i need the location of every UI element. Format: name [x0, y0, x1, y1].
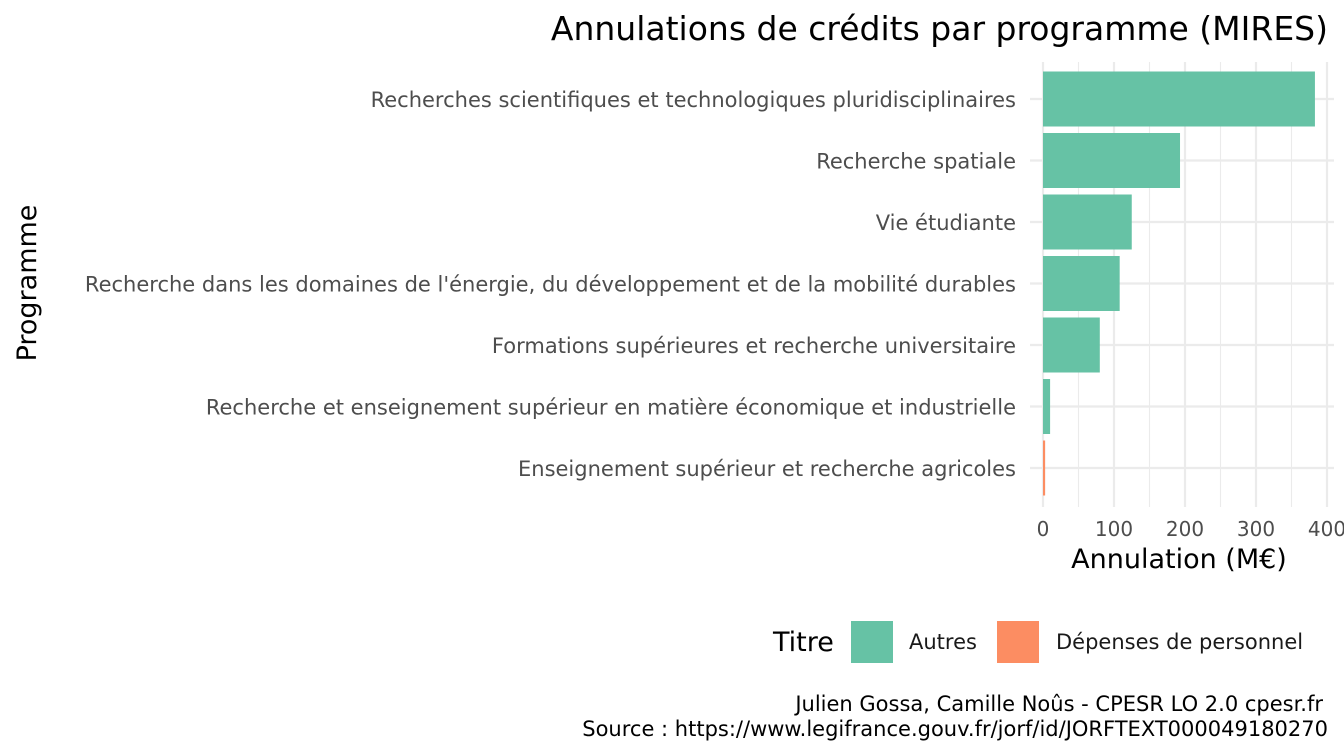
caption-source: Source : https://www.legifrance.gouv.fr/… [582, 717, 1328, 741]
x-tick-label: 100 [1095, 517, 1133, 541]
bar [1043, 440, 1046, 496]
category-label: Recherche spatiale [816, 150, 1016, 174]
legend-swatch-autres [851, 621, 893, 663]
category-label: Formations supérieures et recherche univ… [492, 334, 1016, 358]
legend-title: Titre [772, 627, 834, 658]
bar [1043, 71, 1315, 127]
category-label: Recherches scientifiques et technologiqu… [371, 88, 1016, 112]
bars [1043, 71, 1315, 496]
category-label: Recherche dans les domaines de l'énergie… [85, 273, 1016, 297]
category-label: Vie étudiante [876, 211, 1016, 235]
x-tick-label: 300 [1237, 517, 1275, 541]
bar [1043, 194, 1132, 250]
chart-title: Annulations de crédits par programme (MI… [551, 9, 1328, 48]
legend-label-depenses-personnel: Dépenses de personnel [1056, 630, 1303, 654]
bar [1043, 256, 1120, 311]
bar [1043, 317, 1100, 373]
legend: Titre Autres Dépenses de personnel [772, 621, 1303, 663]
bar [1043, 133, 1181, 188]
category-label: Recherche et enseignement supérieur en m… [206, 396, 1016, 420]
caption-credits: Julien Gossa, Camille Noûs - CPESR LO 2.… [793, 692, 1323, 716]
x-tick-label: 200 [1166, 517, 1204, 541]
x-axis-title: Annulation (M€) [1071, 544, 1287, 575]
bar [1043, 379, 1051, 434]
x-tick-labels: 0 100 200 300 400 [1037, 517, 1344, 541]
legend-swatch-depenses-personnel [997, 621, 1039, 663]
x-tick-label: 400 [1308, 517, 1344, 541]
legend-label-autres: Autres [909, 630, 977, 654]
category-label: Enseignement supérieur et recherche agri… [518, 457, 1016, 481]
y-axis-title: Programme [12, 205, 43, 362]
x-tick-label: 0 [1037, 517, 1050, 541]
category-labels: Recherches scientifiques et technologiqu… [85, 88, 1016, 481]
